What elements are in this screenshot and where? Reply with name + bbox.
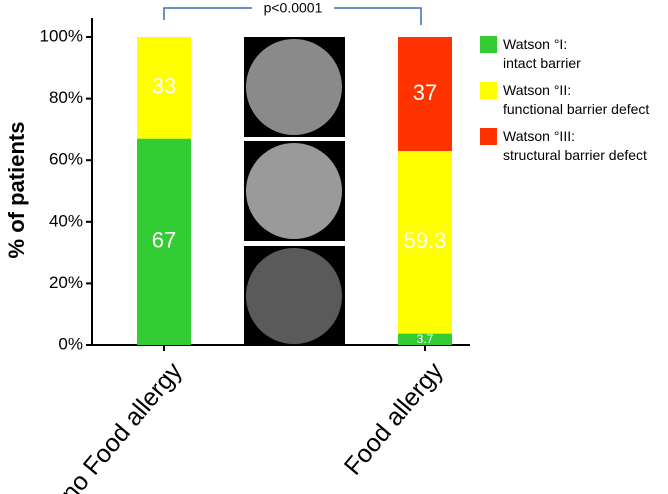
image-field [246, 143, 342, 239]
y-tick-label: 0% [58, 334, 83, 353]
image-field [246, 39, 342, 135]
x-tick-label: no Food allergy [55, 357, 188, 494]
value-label: 59.3 [404, 228, 447, 253]
y-tick-label: 20% [49, 273, 83, 292]
bar-segment [137, 37, 191, 139]
bar-segment [398, 150, 452, 334]
legend-swatch [480, 82, 497, 99]
value-label: 67 [152, 228, 176, 253]
y-tick-label: 80% [49, 88, 83, 107]
bar-segment [137, 138, 191, 345]
y-axis-title: % of patients [4, 122, 29, 259]
image-field [246, 248, 342, 344]
bar-segment [398, 333, 452, 345]
legend-label: Watson °I: intact barrier [503, 36, 581, 71]
annotation-bg [252, 0, 334, 18]
x-tick-label: Food allergy [339, 357, 449, 481]
bar-segment [398, 37, 452, 151]
value-label: 37 [413, 80, 437, 105]
legend-swatch [480, 128, 497, 145]
y-tick-label: 40% [49, 211, 83, 230]
value-label: 33 [152, 74, 176, 99]
annotation: p<0.0001 [264, 0, 323, 16]
legend-label: Watson °II: functional barrier defect [503, 82, 650, 117]
y-tick-label: 100% [40, 26, 83, 45]
value-label: 3.7 [417, 332, 434, 346]
legend-swatch [480, 36, 497, 53]
y-tick-label: 60% [49, 150, 83, 169]
endoscopy-images [244, 37, 345, 346]
legend-label: Watson °III: structural barrier defect [503, 128, 647, 163]
